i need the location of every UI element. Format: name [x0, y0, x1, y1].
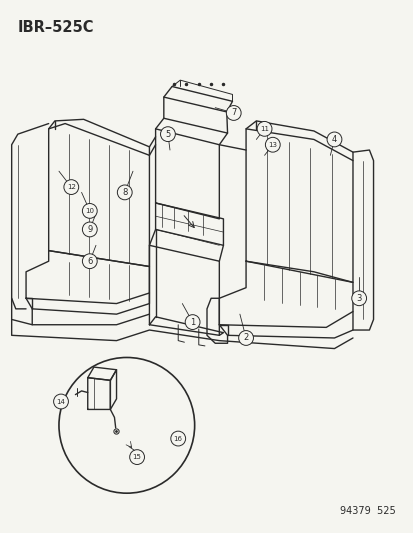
Circle shape	[82, 222, 97, 237]
Circle shape	[351, 291, 366, 305]
Circle shape	[185, 314, 199, 329]
Circle shape	[54, 394, 68, 409]
Text: 14: 14	[57, 399, 65, 405]
Text: 12: 12	[66, 184, 76, 190]
Circle shape	[238, 330, 253, 345]
Text: 13: 13	[268, 142, 277, 148]
Text: IBR–525C: IBR–525C	[18, 20, 94, 35]
Circle shape	[82, 204, 97, 219]
Text: 11: 11	[259, 126, 268, 132]
Text: 94379  525: 94379 525	[339, 506, 395, 516]
Circle shape	[160, 127, 175, 142]
Text: 10: 10	[85, 208, 94, 214]
Text: 7: 7	[230, 109, 236, 117]
Text: 5: 5	[165, 130, 170, 139]
Text: 3: 3	[356, 294, 361, 303]
Circle shape	[59, 358, 194, 493]
Circle shape	[171, 431, 185, 446]
Text: 15: 15	[132, 454, 141, 460]
Text: 6: 6	[87, 257, 92, 266]
Text: 2: 2	[243, 334, 248, 343]
Text: 4: 4	[331, 135, 336, 144]
Circle shape	[265, 138, 280, 152]
Text: 1: 1	[190, 318, 195, 327]
Circle shape	[117, 185, 132, 200]
Text: 9: 9	[87, 225, 92, 234]
Circle shape	[226, 106, 240, 120]
Circle shape	[256, 122, 271, 136]
Circle shape	[326, 132, 341, 147]
Circle shape	[64, 180, 78, 195]
Text: 16: 16	[173, 435, 182, 441]
Circle shape	[82, 254, 97, 269]
Circle shape	[129, 450, 144, 464]
Text: 8: 8	[122, 188, 127, 197]
